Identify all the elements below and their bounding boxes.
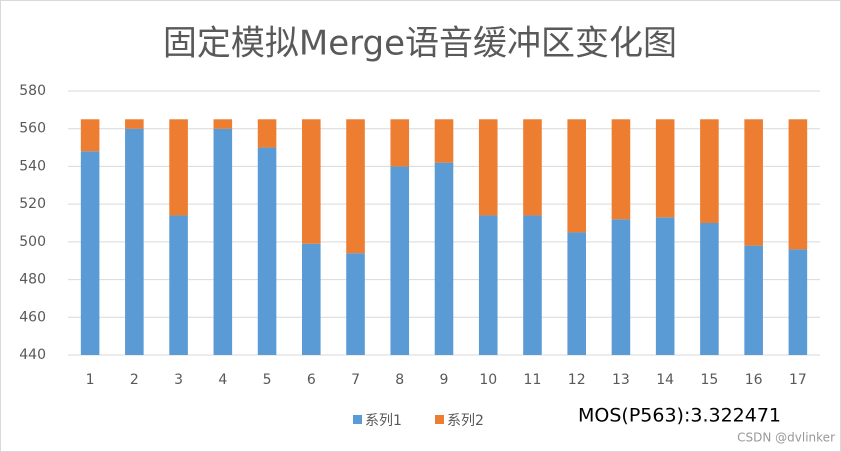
bar-segment: [390, 119, 410, 167]
x-tick-label: 11: [524, 372, 542, 388]
bar-segment: [788, 249, 808, 355]
bar-segment: [744, 119, 763, 246]
y-tick-label: 580: [19, 83, 46, 99]
bar-segment: [257, 119, 277, 148]
bar-segment: [700, 223, 719, 355]
bar-segment: [80, 119, 100, 152]
x-tick-label: 13: [612, 372, 630, 388]
bar-segment: [523, 119, 542, 216]
x-tick-label: 5: [263, 372, 272, 388]
y-tick-label: 520: [19, 196, 46, 212]
bar-segment: [788, 119, 808, 250]
bar-segment: [169, 119, 188, 216]
bar-segment: [478, 215, 498, 355]
y-tick-label: 560: [19, 121, 46, 137]
bar-segment: [346, 119, 365, 254]
bar-segment: [744, 245, 763, 355]
y-tick-label: 500: [19, 234, 46, 250]
x-tick-label: 17: [789, 372, 807, 388]
x-tick-label: 14: [656, 372, 674, 388]
bar-segment: [302, 243, 321, 355]
x-tick-label: 8: [395, 372, 404, 388]
bar-segment: [523, 215, 542, 355]
chart-title: 固定模拟Merge语音缓冲区变化图: [163, 24, 677, 64]
y-tick-label: 480: [19, 272, 46, 288]
bar-segment: [567, 119, 586, 233]
x-tick-label: 12: [568, 372, 586, 388]
bar-segment: [213, 119, 233, 129]
y-tick-label: 440: [19, 347, 46, 363]
watermark: CSDN @dvlinker: [737, 431, 835, 445]
bar-segment: [213, 128, 233, 355]
x-tick-label: 2: [130, 372, 139, 388]
legend-swatch: [435, 415, 444, 424]
bar-segment: [478, 119, 498, 216]
bar-segment: [346, 253, 365, 355]
annotation: MOS(P563):3.322471: [578, 405, 781, 427]
bar-segment: [434, 119, 454, 163]
legend-label: 系列1: [365, 413, 402, 429]
x-tick-label: 16: [745, 372, 763, 388]
bar-segment: [169, 215, 188, 355]
bar-segment: [80, 151, 100, 355]
bar-segment: [655, 119, 675, 218]
bar-segment: [434, 162, 454, 355]
bar-segment: [302, 119, 321, 244]
bar-segment: [390, 166, 410, 355]
x-tick-label: 3: [174, 372, 183, 388]
x-tick-label: 10: [479, 372, 497, 388]
bar-segment: [125, 119, 144, 129]
bar-segment: [567, 232, 586, 355]
bar-segment: [700, 119, 719, 223]
bar-segment: [611, 219, 631, 355]
y-tick-label: 460: [19, 309, 46, 325]
x-tick-label: 4: [218, 372, 227, 388]
x-tick-label: 6: [307, 372, 316, 388]
x-tick-label: 7: [351, 372, 360, 388]
legend-swatch: [353, 415, 362, 424]
y-tick-label: 540: [19, 158, 46, 174]
x-tick-label: 9: [440, 372, 449, 388]
bar-segment: [257, 147, 277, 355]
bar-segment: [655, 217, 675, 355]
x-tick-label: 15: [700, 372, 718, 388]
legend-label: 系列2: [447, 413, 484, 429]
bar-segment: [611, 119, 631, 220]
x-tick-label: 1: [86, 372, 95, 388]
bar-segment: [125, 128, 144, 355]
